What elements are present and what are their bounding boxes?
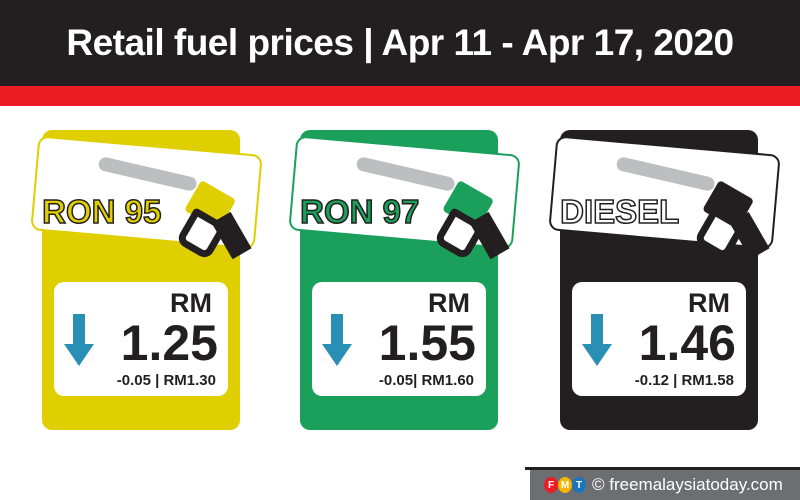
price-value: 1.25 — [120, 315, 218, 371]
fuel-name: RON 97 — [299, 192, 420, 231]
footer-divider — [525, 467, 800, 470]
price-value: 1.46 — [638, 315, 736, 371]
page-title: Retail fuel prices | Apr 11 - Apr 17, 20… — [66, 22, 734, 63]
fuel-card: RON 97 RM 1.55 -0.05| RM1.60 — [288, 130, 521, 430]
currency: RM — [170, 288, 212, 318]
fmt-logo: F M T — [544, 477, 586, 493]
fuel-label-panel: RON 95 — [30, 135, 263, 261]
fuel-card: DIESEL RM 1.46 -0.12 | RM1.58 — [548, 130, 781, 430]
price-value: 1.55 — [378, 315, 476, 371]
logo-letter: T — [572, 477, 586, 493]
price-box: RM 1.46 -0.12 | RM1.58 — [572, 282, 746, 396]
logo-letter: M — [558, 477, 572, 493]
currency: RM — [428, 288, 470, 318]
price-box: RM 1.55 -0.05| RM1.60 — [312, 282, 486, 396]
arrow-down-icon — [322, 314, 352, 366]
fuel-label-panel: DIESEL — [548, 135, 781, 261]
price-box: RM 1.25 -0.05 | RM1.30 — [54, 282, 228, 396]
logo-letter: F — [544, 477, 558, 493]
price-change: -0.05| RM1.60 — [378, 372, 474, 389]
hose-icon — [97, 155, 198, 193]
fuel-card: RON 95 RM 1.25 -0.05 | RM1.30 — [30, 130, 263, 430]
hose-icon — [615, 155, 716, 193]
fuel-name: DIESEL — [559, 192, 680, 231]
red-band — [0, 86, 800, 106]
currency: RM — [688, 288, 730, 318]
footer: F M T © freemalaysiatoday.com — [530, 470, 800, 500]
fuel-label-panel: RON 97 — [288, 135, 521, 261]
price-change: -0.12 | RM1.58 — [634, 372, 734, 389]
footer-credit: © freemalaysiatoday.com — [592, 475, 783, 494]
arrow-down-icon — [582, 314, 612, 366]
price-change: -0.05 | RM1.30 — [116, 372, 216, 389]
fuel-name: RON 95 — [41, 192, 162, 231]
header-banner: Retail fuel prices | Apr 11 - Apr 17, 20… — [0, 0, 800, 86]
hose-icon — [355, 155, 456, 193]
arrow-down-icon — [64, 314, 94, 366]
